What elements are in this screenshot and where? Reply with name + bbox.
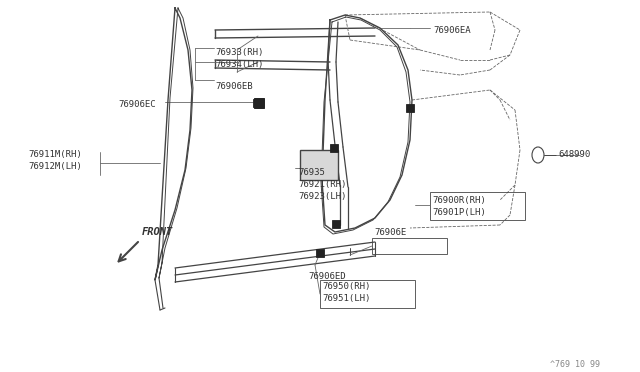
Bar bbox=[320, 280, 415, 308]
Text: 76906ED: 76906ED bbox=[308, 272, 346, 281]
Text: 76906EB: 76906EB bbox=[215, 82, 253, 91]
Text: 76911M(RH): 76911M(RH) bbox=[28, 150, 82, 159]
Bar bbox=[430, 192, 525, 220]
Bar bbox=[254, 98, 264, 108]
Text: 76934(LH): 76934(LH) bbox=[215, 60, 264, 69]
Bar bbox=[406, 104, 414, 112]
Bar bbox=[300, 150, 338, 180]
Text: 76912M(LH): 76912M(LH) bbox=[28, 162, 82, 171]
Bar bbox=[330, 144, 338, 152]
Text: 76921(RH): 76921(RH) bbox=[298, 180, 346, 189]
Bar bbox=[316, 249, 324, 257]
Text: 76901P(LH): 76901P(LH) bbox=[432, 208, 486, 217]
Text: FRONT: FRONT bbox=[142, 227, 173, 237]
Text: 648990: 648990 bbox=[558, 150, 590, 159]
Text: 76950(RH): 76950(RH) bbox=[322, 282, 371, 291]
Bar bbox=[253, 99, 261, 107]
Text: 76935: 76935 bbox=[298, 168, 325, 177]
Bar bbox=[372, 238, 447, 254]
Text: 76900R(RH): 76900R(RH) bbox=[432, 196, 486, 205]
Text: 76923(LH): 76923(LH) bbox=[298, 192, 346, 201]
Text: 76906EA: 76906EA bbox=[433, 26, 470, 35]
Text: 76906E: 76906E bbox=[374, 228, 406, 237]
Text: 76906EC: 76906EC bbox=[118, 100, 156, 109]
Text: 76951(LH): 76951(LH) bbox=[322, 294, 371, 303]
Bar bbox=[332, 220, 340, 228]
Text: 76933(RH): 76933(RH) bbox=[215, 48, 264, 57]
Text: ^769 10 99: ^769 10 99 bbox=[550, 360, 600, 369]
